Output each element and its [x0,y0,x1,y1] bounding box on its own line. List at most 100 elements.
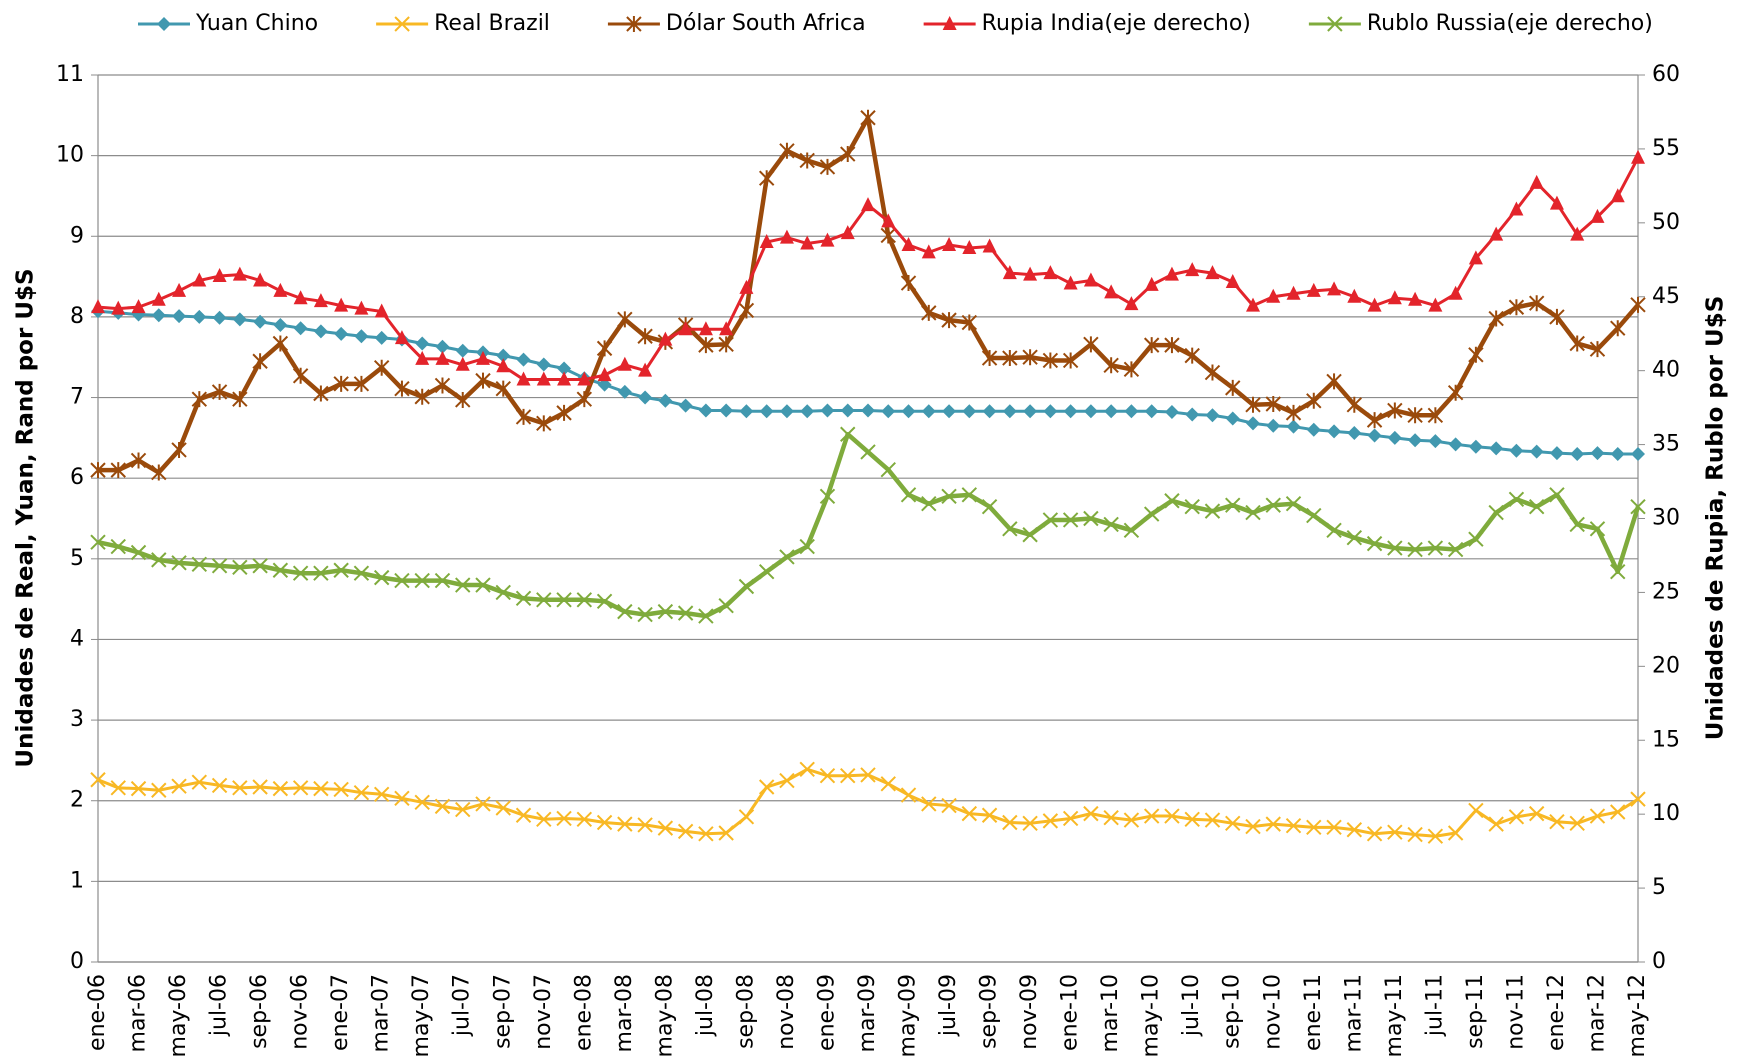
marker [941,312,957,329]
marker [1306,507,1322,524]
marker [495,380,511,397]
x-tick-label: sep-11 [1463,974,1488,1049]
marker [1245,818,1261,835]
marker [435,350,450,365]
marker [981,350,998,367]
marker [1285,496,1302,512]
legend-label: Rupia India(eje derecho) [982,11,1251,36]
marker [1225,411,1240,426]
marker [941,488,957,505]
marker [1083,805,1099,822]
marker [455,391,471,408]
marker [1528,805,1545,822]
x-tick-label: nov-07 [531,974,556,1050]
marker [962,239,977,254]
marker [921,404,936,419]
marker [1143,808,1160,824]
marker [637,328,653,345]
marker [718,825,734,841]
marker [1306,282,1321,297]
marker [556,592,572,608]
marker [1204,364,1221,381]
x-tick-label: sep-09 [977,974,1002,1049]
marker [840,146,856,163]
marker [1346,396,1363,413]
marker [313,293,328,308]
marker [1265,816,1281,832]
marker [779,142,795,159]
marker [495,584,511,601]
marker [820,232,835,247]
marker [556,810,572,827]
marker [597,377,612,392]
marker [1265,395,1281,412]
marker [1610,446,1625,461]
marker [272,780,289,797]
marker [1205,408,1220,423]
y-tick-label: 9 [70,223,84,248]
marker [1549,446,1564,461]
marker [111,300,126,315]
marker [1306,819,1322,836]
marker [354,329,369,344]
marker [1042,813,1059,829]
marker [1266,418,1281,433]
marker [1285,404,1302,421]
marker [373,786,390,802]
marker [840,403,855,418]
marker [232,780,248,796]
marker [1205,265,1220,280]
marker [1346,530,1363,546]
marker [1164,493,1180,509]
x-tick-label: sep-07 [490,974,515,1049]
marker [1366,535,1383,552]
marker [617,603,633,620]
marker [333,562,349,578]
marker [496,358,511,373]
y2-tick-label: 40 [1652,358,1680,383]
marker [1630,791,1646,807]
marker [626,16,642,32]
marker [536,415,552,432]
marker [961,487,978,503]
marker [232,266,247,281]
marker [1184,498,1200,515]
marker [151,308,166,323]
marker [1103,516,1119,533]
x-tick-label: nov-09 [1017,974,1042,1050]
marker [1104,404,1119,419]
marker [819,158,836,175]
marker [1407,826,1423,843]
marker [880,462,896,478]
marker [475,796,491,812]
marker [1590,208,1605,223]
marker [1366,826,1383,842]
marker [1062,810,1079,827]
marker [840,768,856,784]
x-tick-label: ene-10 [1058,974,1083,1051]
marker [718,336,734,353]
marker [1123,361,1140,378]
series [91,304,1645,461]
marker [1570,446,1585,461]
marker [354,300,369,315]
marker [1083,336,1099,353]
marker [1042,512,1059,528]
marker [638,390,653,405]
x-tick-label: ene-07 [328,974,353,1051]
marker [1123,522,1140,539]
x-tick-label: sep-10 [1220,974,1245,1049]
x-tick-label: nov-11 [1503,974,1528,1050]
marker [475,577,491,593]
marker [455,577,471,593]
y2-tick-label: 45 [1652,284,1680,309]
marker [738,578,755,595]
marker [1103,357,1119,374]
marker [1002,265,1017,280]
marker [840,426,856,442]
marker [110,462,126,479]
marker [779,772,795,789]
marker [1124,404,1139,419]
series-line [97,767,1639,838]
